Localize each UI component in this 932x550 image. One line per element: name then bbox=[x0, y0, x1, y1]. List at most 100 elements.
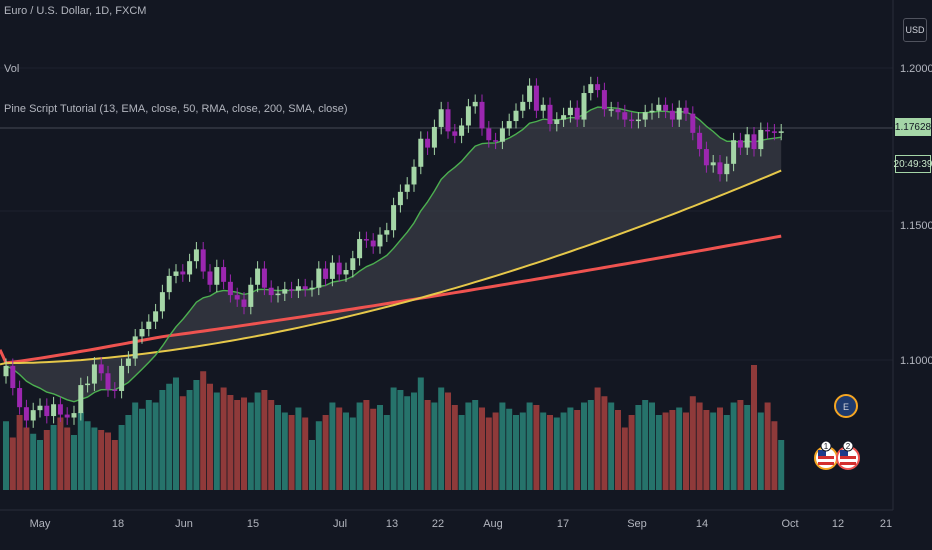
candle-body bbox=[635, 119, 641, 122]
volume-bar bbox=[676, 407, 683, 490]
volume-bar bbox=[601, 396, 608, 490]
volume-bar bbox=[322, 415, 329, 490]
candle-body bbox=[676, 107, 682, 120]
volume-bar bbox=[751, 365, 757, 490]
candle-body bbox=[98, 364, 104, 374]
volume-bar bbox=[145, 400, 152, 490]
volume-bar bbox=[472, 400, 479, 490]
flag-canton bbox=[840, 450, 848, 456]
volume-bar bbox=[302, 417, 309, 490]
volume-bar bbox=[111, 440, 118, 490]
volume-bar bbox=[241, 397, 247, 490]
bar-countdown: 20:49:39 bbox=[894, 155, 932, 173]
volume-bar bbox=[336, 407, 343, 490]
candle-body bbox=[527, 85, 533, 102]
candle-body bbox=[465, 106, 471, 126]
candle-body bbox=[132, 336, 138, 359]
candle-body bbox=[316, 268, 322, 288]
volume-bar bbox=[594, 387, 601, 490]
volume-bar bbox=[757, 412, 764, 490]
volume-bar bbox=[587, 400, 594, 490]
symbol-title[interactable]: Euro / U.S. Dollar, 1D, FXCM bbox=[4, 5, 147, 17]
candle-body bbox=[547, 104, 553, 124]
volume-bar bbox=[547, 415, 553, 490]
volume-bar bbox=[635, 405, 642, 490]
candle-body bbox=[758, 129, 764, 150]
candle-body bbox=[425, 138, 431, 148]
event-count-badge bbox=[842, 440, 854, 452]
candle-body bbox=[241, 299, 247, 307]
time-tick-label: Jun bbox=[175, 518, 193, 530]
earnings-event-icon bbox=[834, 394, 858, 418]
volume-bar bbox=[683, 412, 689, 490]
candle-body bbox=[3, 365, 9, 377]
volume-bar bbox=[220, 387, 227, 490]
candle-body bbox=[10, 365, 16, 389]
candle-body bbox=[336, 262, 342, 275]
volume-bar bbox=[315, 421, 322, 490]
volume-bar bbox=[451, 405, 458, 490]
indicator-legend[interactable]: Pine Script Tutorial (13, EMA, close, 50… bbox=[4, 103, 348, 115]
volume-bar bbox=[689, 396, 696, 490]
candle-body bbox=[30, 410, 36, 421]
volume-bar bbox=[132, 402, 139, 490]
candle-body bbox=[295, 286, 301, 291]
sma200-line bbox=[0, 234, 782, 365]
candle-body bbox=[153, 311, 159, 322]
currency-button[interactable]: USD bbox=[903, 18, 927, 42]
volume-bar bbox=[730, 402, 737, 490]
candle-body bbox=[452, 131, 458, 136]
candle-body bbox=[57, 404, 63, 415]
volume-bar bbox=[213, 392, 220, 490]
candle-body bbox=[255, 268, 261, 285]
volume-bar bbox=[377, 405, 383, 490]
candle-body bbox=[187, 261, 193, 275]
volume-bar bbox=[363, 400, 370, 490]
event-count-badge bbox=[820, 440, 832, 452]
volume-legend[interactable]: Vol bbox=[4, 63, 20, 75]
volume-bar bbox=[499, 402, 506, 490]
time-tick-label: 12 bbox=[832, 518, 844, 530]
candle-body bbox=[411, 166, 417, 185]
volume-bar bbox=[193, 380, 200, 490]
candle-body bbox=[309, 287, 315, 290]
candle-body bbox=[642, 112, 648, 120]
candle-body bbox=[588, 84, 594, 94]
volume-bar bbox=[84, 421, 91, 490]
last-price-tag: 1.17628 bbox=[895, 118, 931, 136]
candle-body bbox=[200, 249, 206, 272]
volume-bar bbox=[30, 433, 37, 490]
volume-bar bbox=[125, 415, 132, 490]
candle-body bbox=[778, 131, 784, 133]
candle-body bbox=[499, 128, 505, 142]
candle-body bbox=[391, 205, 397, 231]
candle-body bbox=[17, 388, 23, 408]
candle-body bbox=[377, 234, 383, 247]
volume-bar bbox=[77, 412, 84, 490]
candle-body bbox=[493, 140, 499, 142]
time-tick-label: May bbox=[30, 518, 51, 530]
volume-bar bbox=[417, 377, 424, 490]
volume-bar bbox=[254, 392, 261, 490]
volume-bar bbox=[431, 402, 438, 490]
candle-body bbox=[771, 131, 777, 133]
volume-bar bbox=[309, 440, 315, 490]
candle-body bbox=[418, 138, 424, 167]
volume-bar bbox=[390, 387, 397, 490]
candle-body bbox=[703, 149, 709, 166]
ma-fill-area bbox=[6, 107, 782, 402]
volume-bar bbox=[513, 415, 519, 490]
volume-bar bbox=[764, 402, 771, 490]
volume-bar bbox=[186, 390, 193, 490]
volume-bar bbox=[247, 402, 254, 490]
candle-body bbox=[282, 289, 288, 294]
candle-body bbox=[581, 93, 587, 120]
volume-bar bbox=[778, 440, 785, 490]
volume-bar bbox=[349, 417, 356, 490]
candle-body bbox=[119, 365, 125, 391]
volume-bar bbox=[57, 417, 64, 490]
time-tick-label: Oct bbox=[781, 518, 798, 530]
candle-body bbox=[615, 109, 621, 113]
volume-bar bbox=[37, 440, 43, 490]
